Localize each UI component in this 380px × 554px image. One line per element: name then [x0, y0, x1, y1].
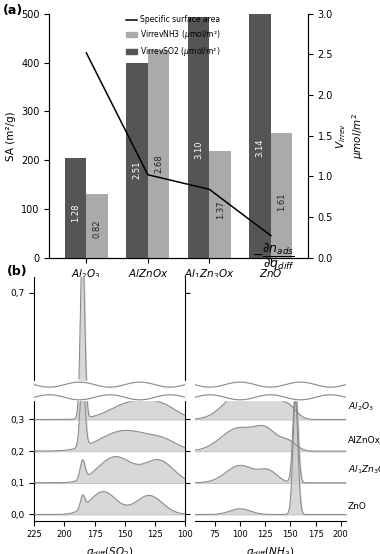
Text: 0.82: 0.82	[93, 220, 101, 238]
X-axis label: $q_{diff}(SO_2)$: $q_{diff}(SO_2)$	[86, 545, 133, 554]
Text: $Al_2O_3$: $Al_2O_3$	[348, 401, 374, 413]
Bar	[249, 14, 271, 258]
Bar	[271, 132, 293, 258]
Text: (b): (b)	[7, 265, 28, 278]
Text: 2.68: 2.68	[154, 155, 163, 173]
Text: 3.10: 3.10	[194, 140, 203, 158]
Text: AlZnOx: AlZnOx	[348, 436, 380, 445]
Bar	[209, 151, 231, 258]
X-axis label: $q_{diff}(NH_3)$: $q_{diff}(NH_3)$	[246, 545, 294, 554]
Text: $Al_1Zn_3Ox$: $Al_1Zn_3Ox$	[348, 464, 380, 476]
Text: 1.37: 1.37	[215, 201, 225, 219]
Bar	[65, 158, 86, 258]
Bar	[148, 49, 169, 258]
Y-axis label: SA (m²/g): SA (m²/g)	[6, 111, 16, 161]
Text: ZnO: ZnO	[348, 502, 367, 511]
Text: (a): (a)	[3, 4, 23, 17]
Text: $-\dfrac{\partial n_{ads}}{\partial q_{diff}}$: $-\dfrac{\partial n_{ads}}{\partial q_{d…	[252, 242, 295, 273]
Text: 1.28: 1.28	[71, 204, 80, 222]
Legend: Specific surface area, VirrevNH3 ($\mu$mol/m²), VirrevSO2 ($\mu$mol/m²): Specific surface area, VirrevNH3 ($\mu$m…	[125, 15, 221, 58]
Text: 2.51: 2.51	[133, 161, 142, 179]
Bar	[188, 17, 209, 258]
Bar	[86, 194, 108, 258]
Bar	[126, 63, 148, 258]
Text: 1.61: 1.61	[277, 192, 286, 211]
Text: 3.14: 3.14	[256, 138, 264, 157]
Y-axis label: $V_{irrev}$
$\mu mol/m^2$: $V_{irrev}$ $\mu mol/m^2$	[334, 112, 366, 159]
